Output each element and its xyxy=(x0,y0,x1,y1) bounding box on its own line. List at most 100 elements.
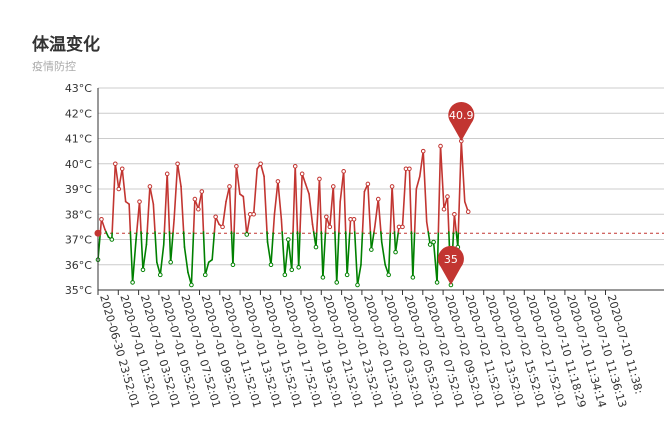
data-point xyxy=(375,196,381,202)
series-segment xyxy=(415,175,421,190)
series-segment xyxy=(190,231,195,286)
min-markpoint-pin xyxy=(437,245,464,285)
series-segment xyxy=(436,231,440,284)
data-point xyxy=(407,166,412,172)
data-point xyxy=(320,275,326,280)
min-markpoint-label: 35 xyxy=(444,253,458,266)
series-segment xyxy=(233,165,238,233)
series-segment xyxy=(457,140,463,233)
y-tick-label: 35°C xyxy=(65,284,92,297)
data-point xyxy=(317,176,322,182)
series-segment xyxy=(192,198,196,233)
series-segment xyxy=(142,243,148,271)
series-segment xyxy=(422,150,428,223)
data-point xyxy=(175,161,180,167)
data-point xyxy=(452,211,457,217)
data-point xyxy=(157,272,163,278)
series-segment xyxy=(211,231,216,261)
series-segment xyxy=(342,170,347,233)
series-segment xyxy=(213,215,217,233)
series-segment xyxy=(380,231,383,243)
data-point xyxy=(140,267,146,273)
data-point xyxy=(168,259,173,265)
y-tick-label: 40°C xyxy=(65,158,92,171)
series-segment xyxy=(373,198,380,228)
series-segment xyxy=(297,231,301,269)
series-segment xyxy=(172,218,175,233)
data-point xyxy=(465,209,471,215)
data-point xyxy=(431,239,436,245)
series-segment xyxy=(329,185,335,228)
series-segment xyxy=(318,178,323,233)
data-point xyxy=(330,184,336,189)
data-point xyxy=(119,166,125,172)
series-segment xyxy=(367,183,372,233)
data-point xyxy=(434,280,440,285)
series-segment xyxy=(391,185,396,233)
series-segment xyxy=(315,231,318,248)
series-segment xyxy=(111,162,117,233)
series-segment xyxy=(145,231,148,246)
series-segment xyxy=(114,162,120,190)
series-segment xyxy=(460,140,466,203)
data-point xyxy=(227,184,232,189)
series-segment xyxy=(338,200,342,233)
data-point xyxy=(327,224,333,230)
series-segment xyxy=(401,168,407,228)
series-segment xyxy=(242,195,248,233)
data-point xyxy=(189,282,194,288)
series-segment xyxy=(152,203,156,233)
series-segment xyxy=(446,195,450,233)
max-markpoint-pin xyxy=(448,101,475,142)
series-segment xyxy=(140,231,144,271)
data-point xyxy=(196,206,201,212)
chart-title: 体温变化 xyxy=(32,35,100,55)
data-point xyxy=(393,249,398,255)
series-segment xyxy=(169,231,174,264)
data-point xyxy=(386,272,391,278)
series-segment xyxy=(281,231,286,276)
data-point xyxy=(389,184,395,189)
series-segment xyxy=(322,231,327,279)
data-point xyxy=(99,217,104,222)
data-point xyxy=(213,214,218,220)
series-segment xyxy=(324,215,328,233)
data-point xyxy=(438,143,443,149)
series-segment xyxy=(308,193,314,226)
data-point xyxy=(234,163,239,169)
data-point xyxy=(147,184,153,189)
data-point xyxy=(137,199,142,204)
series-segment xyxy=(154,231,158,264)
data-point xyxy=(313,244,319,250)
series-segment xyxy=(121,168,127,203)
series-segment xyxy=(221,200,227,228)
series-segment xyxy=(280,218,283,233)
series-segment xyxy=(332,185,336,233)
series-segment xyxy=(166,173,171,233)
series-segment xyxy=(373,226,376,233)
data-point xyxy=(220,224,225,230)
data-point xyxy=(410,275,416,280)
series-segment xyxy=(453,213,458,233)
data-point xyxy=(351,217,357,222)
data-point xyxy=(192,196,198,202)
max-markpoint-label: 40.9 xyxy=(449,109,474,122)
data-point xyxy=(275,179,281,184)
y-tick-label: 36°C xyxy=(65,259,92,272)
series-segment xyxy=(413,188,418,233)
series-segment xyxy=(425,221,430,233)
data-point xyxy=(445,194,450,199)
series-segment xyxy=(284,238,290,276)
data-point xyxy=(130,280,135,285)
data-point xyxy=(164,171,170,177)
data-point xyxy=(296,264,301,270)
series-segment xyxy=(387,231,392,276)
data-point xyxy=(251,211,256,217)
series-segment xyxy=(182,231,186,248)
series-segment xyxy=(246,213,252,233)
series-segment xyxy=(311,223,315,233)
series-segment xyxy=(135,231,138,241)
y-tick-label: 41°C xyxy=(65,133,92,146)
series-segment xyxy=(439,145,445,210)
